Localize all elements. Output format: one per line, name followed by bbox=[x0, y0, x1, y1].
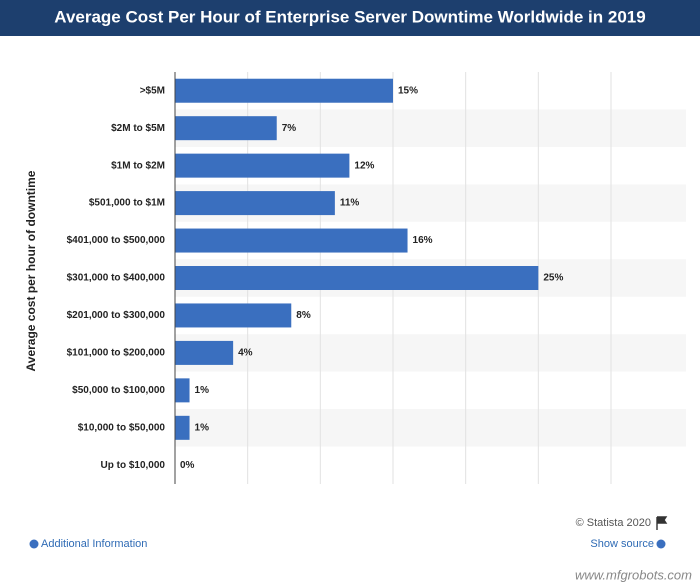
copyright: © Statista 2020 bbox=[576, 517, 651, 529]
row-band bbox=[175, 334, 686, 372]
value-label: 4% bbox=[238, 348, 253, 359]
y-tick-label: $201,000 to $300,000 bbox=[67, 310, 166, 321]
y-tick-label: $501,000 to $1M bbox=[89, 198, 165, 209]
show-source-link[interactable]: Show source bbox=[590, 538, 654, 550]
bar bbox=[175, 228, 408, 253]
value-label: 1% bbox=[195, 385, 210, 396]
y-tick-label: $301,000 to $400,000 bbox=[67, 273, 166, 284]
y-tick-label: $2M to $5M bbox=[111, 123, 165, 134]
value-label: 11% bbox=[340, 198, 360, 209]
watermark: www.mfgrobots.com bbox=[575, 567, 692, 582]
value-label: 25% bbox=[543, 273, 563, 284]
bar bbox=[175, 191, 335, 216]
value-label: 7% bbox=[282, 123, 297, 134]
row-band bbox=[175, 409, 686, 447]
flag-icon bbox=[656, 516, 668, 530]
bar bbox=[175, 303, 292, 328]
bar bbox=[175, 378, 190, 403]
y-tick-label: $50,000 to $100,000 bbox=[72, 385, 165, 396]
plot: >$5M 15% $2M to $5M 7% $1M to $2M 12% $501,000… bbox=[67, 72, 686, 484]
y-tick-label: $1M to $2M bbox=[111, 160, 165, 171]
y-axis-label: Average cost per hour of downtime bbox=[24, 170, 38, 371]
info-icon bbox=[29, 539, 39, 549]
y-tick-label: $101,000 to $200,000 bbox=[67, 348, 166, 359]
bar bbox=[175, 153, 350, 178]
title-bar bbox=[0, 0, 700, 36]
value-label: 12% bbox=[354, 160, 374, 171]
additional-info-link[interactable]: Additional Information bbox=[41, 538, 147, 550]
bar bbox=[175, 340, 234, 365]
value-label: 8% bbox=[296, 310, 311, 321]
chart-title: Average Cost Per Hour of Enterprise Serv… bbox=[54, 7, 645, 26]
y-tick-label: Up to $10,000 bbox=[101, 460, 166, 471]
y-tick-label: >$5M bbox=[140, 85, 165, 96]
bar bbox=[175, 415, 190, 440]
bar bbox=[175, 78, 393, 103]
bar bbox=[175, 266, 539, 290]
bar bbox=[175, 116, 277, 141]
value-label: 15% bbox=[398, 85, 418, 96]
y-tick-label: $10,000 to $50,000 bbox=[78, 422, 166, 433]
value-label: 16% bbox=[413, 235, 433, 246]
value-label: 0% bbox=[180, 460, 195, 471]
y-tick-label: $401,000 to $500,000 bbox=[67, 235, 166, 246]
info-icon bbox=[656, 539, 666, 549]
value-label: 1% bbox=[195, 422, 210, 433]
